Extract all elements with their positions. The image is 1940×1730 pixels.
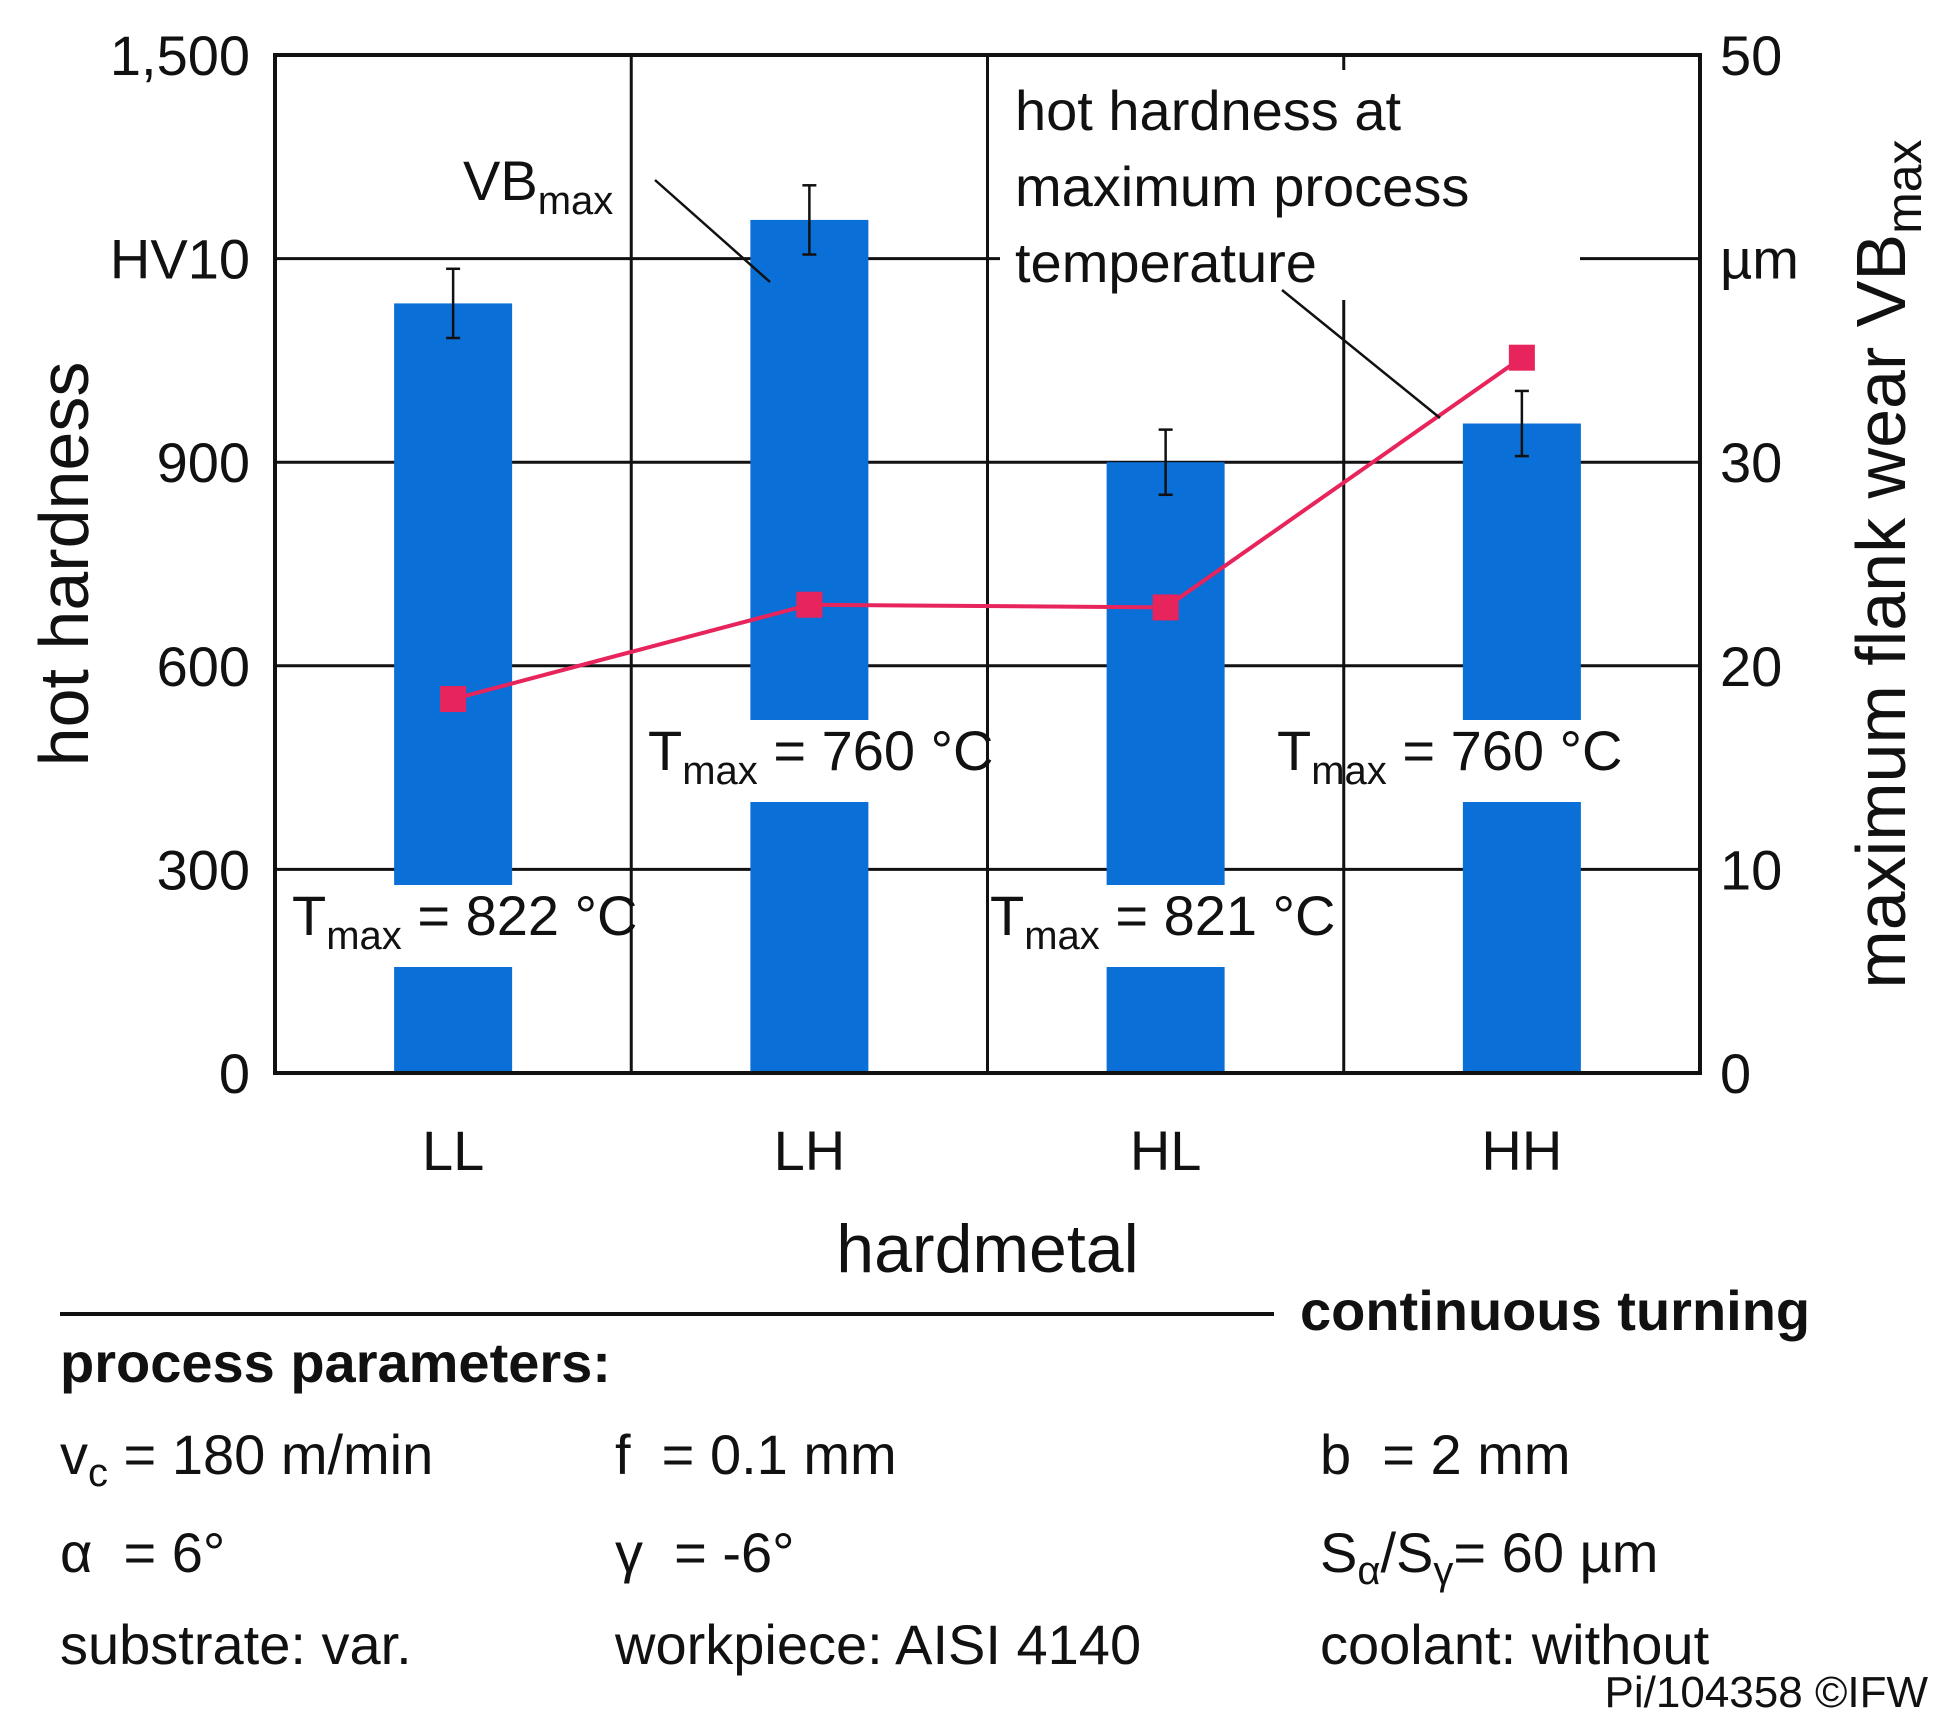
bar-label-bg xyxy=(748,720,871,802)
vbmax-annotation: VBmax xyxy=(463,149,613,223)
plot-frame xyxy=(273,53,1702,1075)
bar-label-LL: Tmax = 822 °C xyxy=(292,884,637,967)
param-gamma: γ = -6° xyxy=(615,1521,795,1584)
chart: 0 300 600 900 1,500 HV10 0 10 20 30 50 µm LL LH HL HH ha… xyxy=(25,24,1932,1287)
x-tick-label-HH: HH xyxy=(1481,1119,1562,1182)
axis-ticks: 0 300 600 900 1,500 HV10 0 10 20 30 50 µm LL LH HL HH ha… xyxy=(25,24,1932,1287)
hot-annotation-line: hot hardness at xyxy=(1015,79,1401,142)
y-left-unit: HV10 xyxy=(110,228,250,291)
y-right-unit: µm xyxy=(1720,228,1799,291)
param-vc: vc = 180 m/min xyxy=(60,1423,434,1495)
x-tick-label-LL: LL xyxy=(422,1119,484,1182)
marker-HH xyxy=(1508,344,1535,371)
y-right-tick-label: 30 xyxy=(1720,431,1782,494)
bar-labels: Tmax = 822 °C Tmax = 760 °C Tmax = 821 °C T… xyxy=(292,719,1622,967)
divider-line xyxy=(60,1312,1274,1316)
bar-label-bg xyxy=(1104,885,1227,967)
hot-leader-line xyxy=(1281,289,1441,419)
y-left-tick-label: 300 xyxy=(157,838,250,901)
bar-label-HH: Tmax = 760 °C xyxy=(1277,719,1622,802)
y-right-tick-label: 10 xyxy=(1720,838,1782,901)
hot-hardness-line xyxy=(440,344,1535,713)
footer-credit: Pi/104358 ©IFW xyxy=(1604,1668,1928,1717)
bar-label-bg xyxy=(392,885,515,967)
marker-LL xyxy=(440,686,467,713)
param-substrate: substrate: var. xyxy=(60,1613,412,1676)
marker-LH xyxy=(796,591,823,618)
y-right-axis-title: maximum flank wear VBmax xyxy=(1842,139,1932,988)
hot-annotation-line: maximum process xyxy=(1015,155,1469,218)
process-parameters-title: process parameters: xyxy=(60,1331,611,1394)
param-f: f = 0.1 mm xyxy=(615,1423,897,1486)
marker-HL xyxy=(1152,594,1179,621)
x-tick-label-HL: HL xyxy=(1130,1119,1202,1182)
bar-label-bg xyxy=(1460,720,1583,802)
vbmax-leader-line xyxy=(654,179,771,283)
param-b: b = 2 mm xyxy=(1320,1423,1571,1486)
y-left-axis-title: hot hardness xyxy=(25,362,103,767)
y-left-tick-label: 900 xyxy=(157,431,250,494)
x-axis-title: hardmetal xyxy=(836,1211,1138,1287)
y-right-tick-label: 0 xyxy=(1720,1042,1751,1105)
bar-label-LH: Tmax = 760 °C xyxy=(648,719,993,802)
hot-hardness-polyline xyxy=(452,356,1524,701)
bar-HL xyxy=(1106,462,1225,1073)
bar-label-text: Tmax = 760 °C xyxy=(648,719,993,793)
y-left-tick-label: 600 xyxy=(157,635,250,698)
param-workpiece: workpiece: AISI 4140 xyxy=(615,1613,1142,1676)
bar-LH xyxy=(750,219,869,1073)
annotations: VBmax hot hardness at maximum process tempe… xyxy=(463,70,1580,419)
y-left-tick-label: 0 xyxy=(219,1042,250,1105)
bar-label-text: Tmax = 822 °C xyxy=(292,884,637,958)
param-alpha: α = 6° xyxy=(60,1521,226,1584)
bar-label-HL: Tmax = 821 °C xyxy=(990,884,1335,967)
error-bars xyxy=(446,184,1529,497)
y-left-tick-label: 1,500 xyxy=(110,24,250,87)
bar-label-text: Tmax = 760 °C xyxy=(1277,719,1622,793)
hot-annotation-bg xyxy=(1000,70,1580,300)
hot-annotation-line: temperature xyxy=(1015,231,1317,294)
y-right-tick-label: 20 xyxy=(1720,635,1782,698)
param-s-alpha-s-gamma: Sα/Sγ= 60 µm xyxy=(1320,1521,1659,1593)
x-tick-label-LH: LH xyxy=(774,1119,846,1182)
bar-label-text: Tmax = 821 °C xyxy=(990,884,1335,958)
param-coolant: coolant: without xyxy=(1320,1613,1710,1676)
y-right-tick-label: 50 xyxy=(1720,24,1782,87)
